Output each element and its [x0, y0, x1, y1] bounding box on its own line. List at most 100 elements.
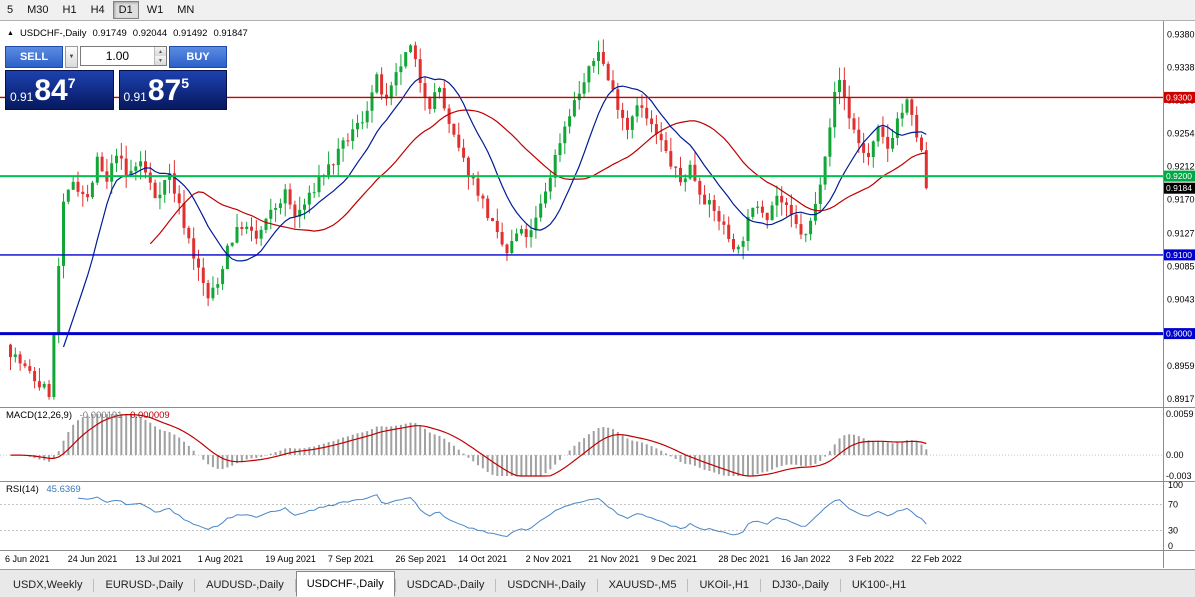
price-axis-label: 0.9043: [1167, 295, 1195, 305]
timeframe-button-5[interactable]: 5: [1, 1, 19, 19]
time-axis-label[interactable]: 3 Feb 2022: [849, 554, 895, 564]
price-axis-label: 0.9254: [1167, 129, 1195, 139]
time-axis-label[interactable]: 7 Sep 2021: [328, 554, 374, 564]
time-axis-label[interactable]: 28 Dec 2021: [718, 554, 769, 564]
rsi-scale-label: 0: [1168, 541, 1173, 551]
price-tag-text: 0.9300: [1166, 92, 1192, 102]
timeframe-button-h4[interactable]: H4: [85, 1, 111, 19]
rsi-scale-label: 100: [1168, 480, 1183, 490]
tab-divider: [495, 579, 497, 592]
timeframe-button-w1[interactable]: W1: [141, 1, 170, 19]
ohlc-close: 0.91847: [213, 28, 248, 39]
time-axis-label[interactable]: 14 Oct 2021: [458, 554, 507, 564]
price-axis-label: 0.8917: [1167, 394, 1195, 404]
rsi-indicator-label: RSI(14) 45.6369: [6, 484, 81, 495]
chart-tab-dj30-daily[interactable]: DJ30-,Daily: [771, 579, 829, 591]
ohlc-open: 0.91749: [92, 28, 127, 39]
price-tag-0.9184: [1164, 182, 1195, 194]
chart-tab-uk100-h1[interactable]: UK100-,H1: [851, 579, 907, 591]
macd-scale-label: 0.0059: [1166, 409, 1194, 419]
chart-tabs-bar: USDX,Weekly EURUSD-,Daily AUDUSD-,Daily USD…: [0, 569, 1195, 597]
time-axis-label[interactable]: 26 Sep 2021: [395, 554, 446, 564]
tab-divider: [394, 579, 396, 592]
chart-tab-usdx-weekly[interactable]: USDX,Weekly: [13, 579, 83, 591]
chart-tab-ukoil-h1[interactable]: UKOil-,H1: [699, 579, 749, 591]
rsi-line: [77, 494, 927, 538]
timeframe-button-d1[interactable]: D1: [112, 1, 139, 19]
ohlc-high: 0.92044: [132, 28, 168, 39]
price-tag-0.9000: [1164, 328, 1195, 340]
volume-dropdown-button[interactable]: ▼: [65, 46, 78, 68]
price-tag-text: 0.9000: [1166, 329, 1192, 339]
tab-divider: [194, 579, 196, 592]
sell-price-display[interactable]: 0.91 84 7: [5, 70, 114, 110]
buy-button[interactable]: BUY: [169, 46, 227, 68]
time-axis-label[interactable]: 2 Nov 2021: [526, 554, 572, 564]
buy-price-big: 87: [147, 74, 182, 107]
volume-spin-down[interactable]: ▼: [154, 56, 166, 65]
price-axis-label: 0.9170: [1167, 195, 1195, 205]
chart-header: ▲ USDCHF-,Daily 0.91749 0.92044 0.91492 …: [7, 28, 248, 39]
time-axis-label[interactable]: 9 Dec 2021: [651, 554, 697, 564]
buy-price-pips: 5: [181, 75, 190, 91]
chart-expand-icon[interactable]: ▲: [7, 30, 14, 37]
price-tag-text: 0.9200: [1166, 171, 1192, 181]
rsi-scale-label: 70: [1168, 500, 1178, 510]
timeframe-toolbar: 5 M30 H1 H4 D1 W1 MN: [0, 0, 1195, 21]
chart-tab-xauusd-m5[interactable]: XAUUSD-,M5: [608, 579, 677, 591]
time-axis-label[interactable]: 1 Aug 2021: [198, 554, 244, 564]
time-axis-label[interactable]: 24 Jun 2021: [68, 554, 118, 564]
time-axis-label[interactable]: 6 Jun 2021: [5, 554, 50, 564]
macd-indicator-label: MACD(12,26,9) -0.000191 0.000009: [6, 410, 170, 421]
buy-price-display[interactable]: 0.91 87 5: [118, 70, 227, 110]
price-tag-0.9200: [1164, 170, 1195, 182]
candles-group: [9, 39, 928, 400]
chart-tab-usdchf-daily[interactable]: USDCHF-,Daily: [295, 571, 395, 597]
sell-button[interactable]: SELL: [5, 46, 63, 68]
time-axis-label[interactable]: 16 Jan 2022: [781, 554, 831, 564]
macd-signal-value: 0.000009: [130, 410, 170, 421]
volume-spinner: ▲ ▼: [153, 47, 166, 65]
price-tag-text: 0.9184: [1166, 183, 1192, 193]
volume-input[interactable]: [81, 47, 154, 65]
price-tag-0.9300: [1164, 91, 1195, 103]
macd-signal-line: [10, 414, 927, 477]
price-axis-label: 0.9127: [1167, 229, 1195, 239]
timeframe-button-mn[interactable]: MN: [171, 1, 200, 19]
price-tag-0.9100: [1164, 249, 1195, 261]
tab-divider: [93, 579, 95, 592]
sell-price-prefix: 0.91: [10, 90, 34, 104]
macd-value: -0.000191: [79, 410, 123, 421]
time-axis-label[interactable]: 19 Aug 2021: [265, 554, 316, 564]
rsi-value: 45.6369: [46, 484, 81, 495]
chart-tab-usdcnh-daily[interactable]: USDCNH-,Daily: [507, 579, 586, 591]
rsi-name: RSI(14): [6, 484, 39, 495]
chart-tab-audusd-daily[interactable]: AUDUSD-,Daily: [206, 579, 284, 591]
tab-divider: [759, 579, 761, 592]
ma-fast-line: [62, 76, 927, 348]
macd-scale-label: -0.003: [1166, 471, 1192, 481]
macd-scale-label: 0.00: [1166, 450, 1184, 460]
price-tag-text: 0.9100: [1166, 250, 1192, 260]
volume-field: ▲ ▼: [80, 46, 167, 66]
rsi-scale-label: 30: [1168, 526, 1178, 536]
time-axis-label[interactable]: 13 Jul 2021: [135, 554, 182, 564]
chart-symbol-label: USDCHF-,Daily: [19, 28, 87, 39]
timeframe-button-h1[interactable]: H1: [57, 1, 83, 19]
price-axis-label: 0.9212: [1167, 162, 1195, 172]
timeframe-button-m30[interactable]: M30: [21, 1, 54, 19]
chart-tab-eurusd-daily[interactable]: EURUSD-,Daily: [105, 579, 184, 591]
time-axis-label[interactable]: 22 Feb 2022: [911, 554, 962, 564]
tab-divider: [596, 579, 598, 592]
one-click-trading-panel: SELL ▼ ▲ ▼ BUY 0.91 84 7 0.91 87 5: [5, 46, 227, 110]
price-axis-label: 0.9085: [1167, 262, 1195, 272]
time-axis-label[interactable]: 21 Nov 2021: [588, 554, 639, 564]
price-axis-label: 0.9380: [1167, 29, 1195, 39]
price-axis-label: 0.9338: [1167, 63, 1195, 73]
ohlc-low: 0.91492: [173, 28, 208, 39]
sell-price-pips: 7: [67, 75, 76, 91]
volume-spin-up[interactable]: ▲: [154, 47, 166, 56]
macd-name: MACD(12,26,9): [6, 410, 72, 421]
tab-divider: [294, 579, 296, 592]
chart-tab-usdcad-daily[interactable]: USDCAD-,Daily: [406, 579, 485, 591]
